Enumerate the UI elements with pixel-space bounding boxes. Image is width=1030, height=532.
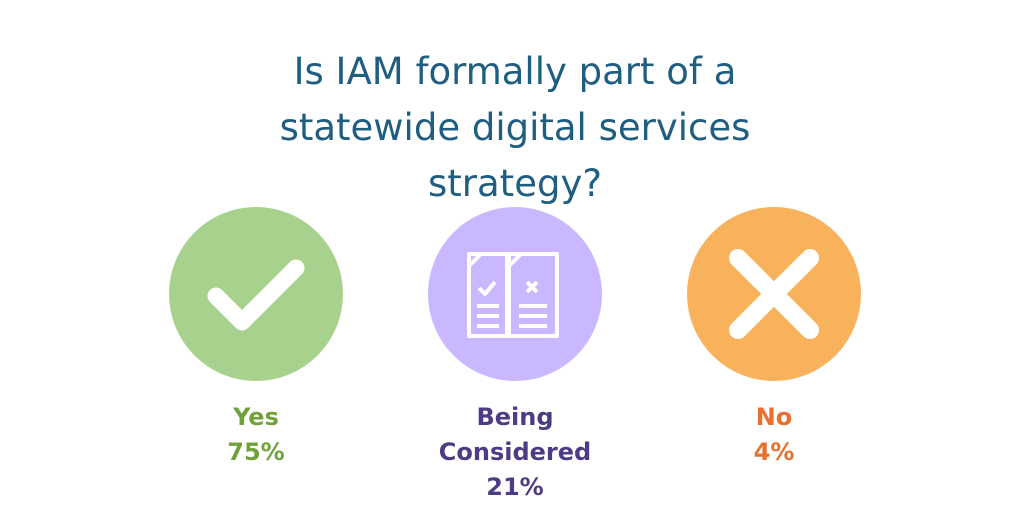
percent: 4%: [753, 438, 795, 466]
option-label: No 4%: [674, 400, 874, 470]
considered-icon: [428, 207, 602, 381]
percent: 21%: [486, 473, 544, 501]
option-label: Being Considered 21%: [405, 400, 625, 505]
label: Yes: [233, 403, 279, 431]
label: Being Considered: [438, 403, 592, 466]
yes-icon: [169, 207, 343, 381]
percent: 75%: [227, 438, 285, 466]
label: No: [755, 403, 793, 431]
no-icon: [687, 207, 861, 381]
title: Is IAM formally part of a statewide digi…: [279, 50, 751, 205]
option-label: Yes 75%: [156, 400, 356, 470]
